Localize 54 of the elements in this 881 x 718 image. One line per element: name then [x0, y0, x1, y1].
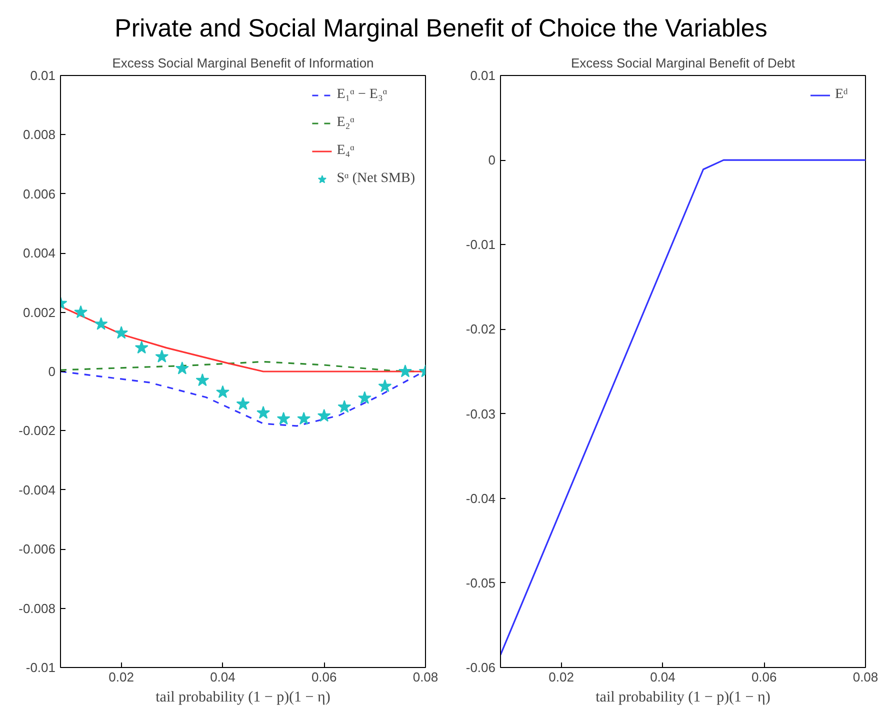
legend-label: E₄ᵅ [336, 143, 356, 159]
y-tick-label: 0.01 [30, 68, 56, 83]
legend-label: Eᵈ [835, 87, 849, 103]
point [74, 305, 88, 318]
x-tick-label: 0.04 [210, 670, 236, 684]
chart-subtitle: Excess Social Marginal Benefit of Debt [571, 56, 796, 70]
x-axis-title: tail probability (1 − p)(1 − η) [156, 690, 330, 706]
point [196, 373, 210, 386]
x-tick-label: 0.04 [650, 670, 676, 684]
y-tick-label: -0.01 [466, 237, 496, 252]
point [236, 397, 250, 410]
point [276, 412, 290, 425]
point [94, 317, 108, 330]
point [338, 400, 352, 413]
y-tick-label: 0.006 [22, 186, 56, 202]
point [256, 406, 270, 419]
y-tick-label: -0.06 [466, 660, 496, 675]
y-tick-label: -0.008 [18, 600, 56, 616]
y-tick-label: -0.004 [18, 482, 56, 498]
y-tick-label: -0.04 [466, 490, 496, 506]
y-tick-label: 0 [488, 152, 496, 168]
point [175, 362, 189, 374]
point [358, 391, 372, 404]
y-tick-label: 0.004 [22, 246, 56, 261]
y-tick-label: 0.002 [22, 304, 56, 320]
x-tick-label: 0.08 [852, 670, 878, 684]
y-tick-label: 0 [48, 364, 56, 379]
x-axis-title: tail probability (1 − p)(1 − η) [596, 690, 770, 706]
x-tick-label: 0.02 [548, 670, 574, 684]
point [216, 385, 230, 398]
y-tick-label: -0.002 [18, 423, 56, 438]
point [155, 350, 169, 362]
x-tick-label: 0.02 [108, 670, 134, 684]
point [297, 412, 311, 425]
chart-subtitle: Excess Social Marginal Benefit of Information [112, 56, 374, 70]
y-tick-label: -0.05 [466, 575, 496, 590]
legend-label: E₁ᵅ − E₃ᵅ [336, 87, 388, 103]
y-tick-label: -0.01 [26, 660, 56, 675]
x-tick-label: 0.06 [751, 670, 777, 684]
point [398, 364, 412, 378]
chart-title: Private and Social Marginal Benefit of Choice the Variables [114, 14, 768, 42]
point [134, 340, 148, 354]
x-tick-label: 0.06 [311, 670, 337, 684]
y-tick-label: -0.02 [466, 322, 496, 337]
x-tick-label: 0.08 [412, 670, 438, 684]
point [317, 408, 331, 422]
point [378, 379, 392, 392]
point [114, 326, 128, 339]
legend-label: E₂ᵅ [336, 115, 356, 131]
y-tick-label: 0.01 [470, 68, 496, 83]
legend-label: Sᵅ (Net SMB) [336, 171, 415, 187]
y-tick-label: -0.006 [18, 542, 56, 557]
y-tick-label: -0.03 [466, 406, 496, 422]
y-tick-label: 0.008 [22, 127, 56, 142]
